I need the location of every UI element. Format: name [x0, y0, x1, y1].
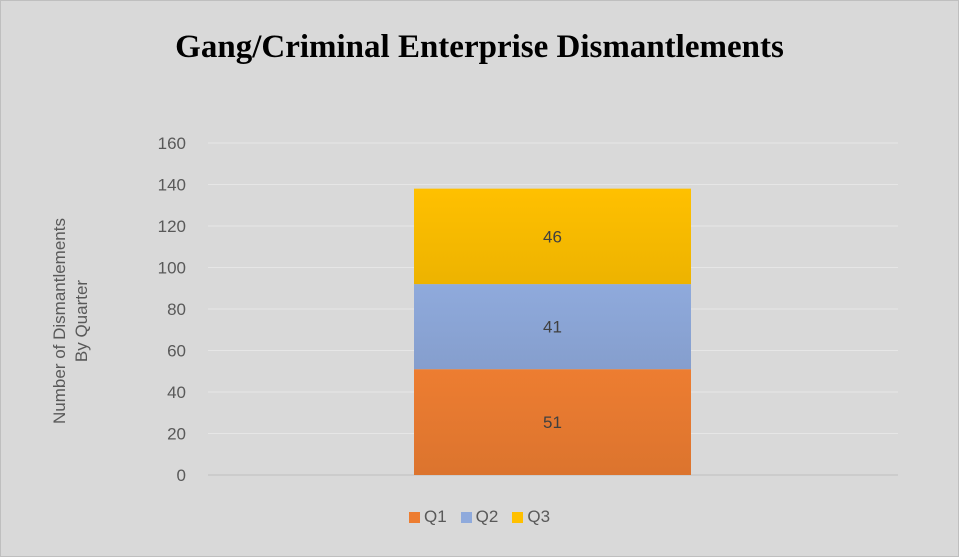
legend: Q1 Q2 Q3: [1, 507, 958, 527]
data-label: 41: [543, 318, 562, 337]
y-tick-label: 120: [158, 217, 186, 236]
y-tick-label: 60: [167, 342, 186, 361]
y-tick-label: 80: [167, 300, 186, 319]
y-tick-label: 0: [177, 466, 186, 485]
legend-swatch: [512, 511, 524, 523]
bar-segment-q1: [414, 369, 691, 475]
data-label: 51: [543, 413, 562, 432]
legend-label: Q3: [527, 507, 551, 526]
y-tick-label: 20: [167, 425, 186, 444]
chart-title: Gang/Criminal Enterprise Dismantlements: [175, 29, 784, 65]
legend-swatch: [408, 511, 420, 523]
y-tick-label: 140: [158, 176, 186, 195]
legend-item-q1: Q1: [408, 507, 447, 527]
data-label: 46: [543, 227, 562, 246]
legend-label: Q1: [423, 507, 447, 526]
bar-segment-q3: [414, 188, 691, 285]
legend-label: Q2: [475, 507, 499, 526]
bar-segment-q2: [414, 284, 691, 370]
legend-item-q2: Q2: [460, 507, 499, 527]
y-tick-label: 100: [158, 259, 186, 278]
y-tick-label: 40: [167, 383, 186, 402]
y-tick-label: 160: [158, 134, 186, 153]
legend-item-q3: Q3: [512, 507, 550, 527]
legend-swatch: [460, 511, 472, 523]
